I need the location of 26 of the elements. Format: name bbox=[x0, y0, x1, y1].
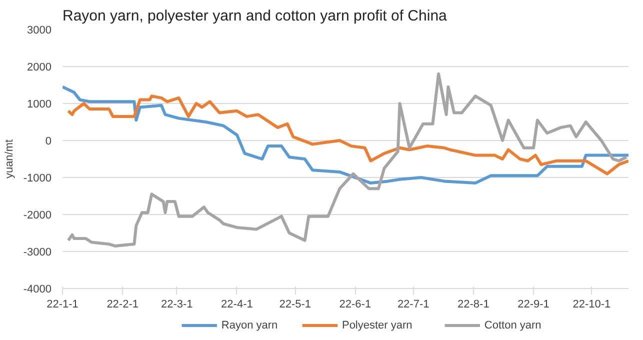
x-tick-label: 22-7-1 bbox=[397, 298, 430, 310]
y-tick-label: 3000 bbox=[27, 24, 52, 36]
legend-label: Polyester yarn bbox=[342, 320, 412, 332]
x-tick-label: 22-6-1 bbox=[339, 298, 372, 310]
x-tick-label: 22-5-1 bbox=[279, 298, 311, 310]
x-tick-label: 22-4-1 bbox=[221, 298, 253, 310]
y-axis-title: yuan/mt bbox=[3, 139, 16, 179]
x-tick-label: 22-10-1 bbox=[572, 298, 611, 310]
legend-label: Rayon yarn bbox=[221, 320, 278, 332]
x-tick-label: 22-3-1 bbox=[160, 298, 193, 310]
x-tick-label: 22-2-1 bbox=[106, 298, 138, 310]
y-tick-label: 2000 bbox=[27, 62, 52, 74]
line-series bbox=[62, 85, 628, 185]
y-tick-label: -4000 bbox=[23, 284, 52, 296]
y-tick-label: -3000 bbox=[23, 246, 52, 258]
x-tick-label: 22-1-1 bbox=[46, 298, 78, 310]
y-tick-label: -1000 bbox=[23, 172, 52, 184]
line-series bbox=[66, 72, 628, 248]
y-tick-label: 1000 bbox=[27, 98, 52, 110]
chart-title: Rayon yarn, polyester yarn and cotton yarn profit of China bbox=[62, 8, 448, 24]
x-tick-label: 22-8-1 bbox=[458, 298, 490, 310]
legend-label: Cotton yarn bbox=[484, 320, 542, 332]
line-series bbox=[66, 94, 628, 176]
x-tick-label: 22-9-1 bbox=[518, 298, 550, 310]
y-tick-label: -2000 bbox=[23, 210, 52, 222]
y-tick-label: 0 bbox=[45, 136, 52, 148]
